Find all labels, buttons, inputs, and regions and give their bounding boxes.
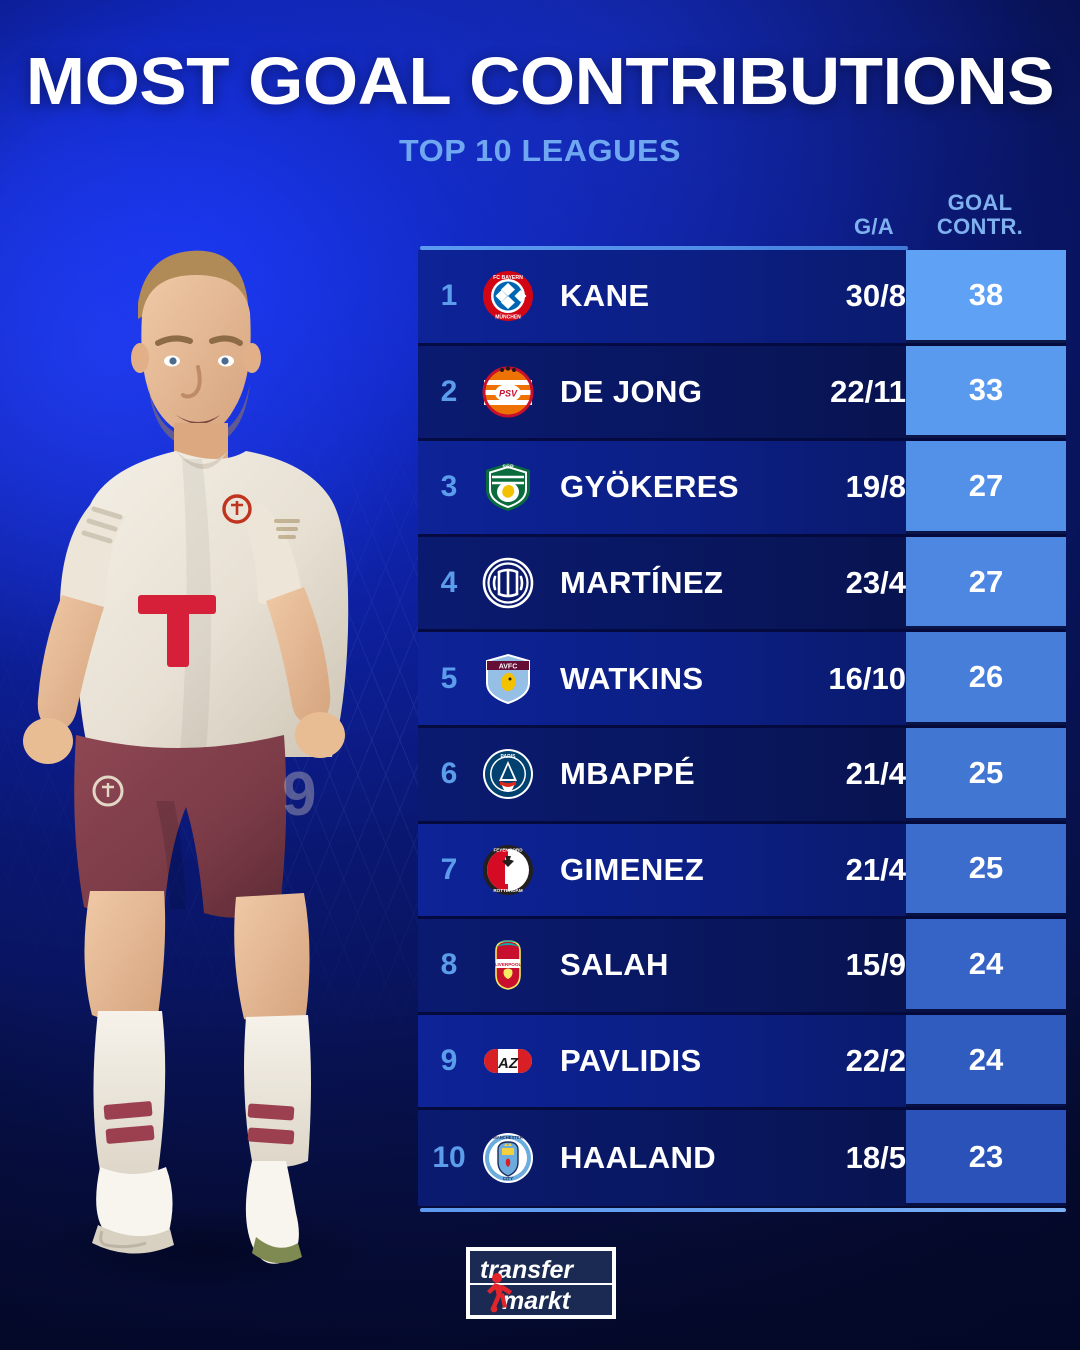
transfermarkt-logo: transfer markt [466, 1247, 616, 1319]
svg-text:AZ: AZ [497, 1055, 519, 1072]
row-left-section: 2 PSV DE JONG [418, 345, 906, 439]
rank-number: 7 [440, 852, 458, 886]
svg-text:MÜNCHEN: MÜNCHEN [495, 314, 521, 321]
psg-crest: PARIS [480, 746, 536, 802]
row-left-section: 4 MARTÍNEZ [418, 536, 906, 630]
row-left-section: 7 FEYENOORD ROTTERDAM GIMENEZ [418, 823, 906, 917]
player-name: HAALAND [560, 1140, 717, 1176]
player-name: SALAH [560, 947, 669, 983]
table-row[interactable]: 8 LIVERPOOL SALAH 15/9 24 [418, 919, 1066, 1015]
rank-number: 8 [440, 948, 458, 982]
column-header-gc-line2: CONTR. [936, 214, 1024, 240]
goal-contributions-value: 24 [906, 1014, 1066, 1108]
goals-assists-value: 30/8 [845, 278, 906, 314]
table-row[interactable]: 2 PSV DE JONG 22/11 33 [418, 345, 1066, 442]
goal-contributions-value: 33 [906, 345, 1066, 439]
row-left-section: 10 MANCHESTER CITY HAALAND [418, 1110, 906, 1206]
goals-assists-value: 16/10 [828, 660, 906, 696]
svg-text:ROTTERDAM: ROTTERDAM [493, 888, 523, 893]
column-header-gc-line1: GOAL [947, 189, 1013, 215]
row-left-section: 9 AZ PAVLIDIS [418, 1014, 906, 1108]
player-name: MARTÍNEZ [560, 565, 724, 601]
page-title: MOST GOAL CONTRIBUTIONS [25, 44, 1055, 119]
player-name: DE JONG [560, 373, 703, 409]
svg-text:markt: markt [502, 1287, 572, 1315]
row-left-section: 5 AVFC WATKINS [418, 632, 906, 725]
header: MOST GOAL CONTRIBUTIONS TOP 10 LEAGUES [0, 0, 1080, 169]
goals-assists-value: 15/9 [845, 947, 906, 983]
table-bottom-rule [420, 1207, 1066, 1212]
row-left-section: 1 FC BAYERN MÜNCHEN KANE [418, 250, 906, 343]
player-name: WATKINS [560, 660, 704, 696]
player-name: KANE [560, 278, 650, 314]
table-row[interactable]: 6 PARIS MBAPPÉ 21/4 25 [418, 727, 1066, 824]
goals-assists-value: 19/8 [845, 469, 906, 505]
table-row[interactable]: 4 MARTÍNEZ 23/4 27 [418, 536, 1066, 633]
goal-contributions-value: 27 [906, 536, 1066, 630]
svg-text:MANCHESTER: MANCHESTER [493, 1135, 523, 1140]
rank-number: 10 [432, 1141, 466, 1175]
goal-contributions-value: 26 [906, 632, 1066, 725]
goals-assists-value: 22/2 [845, 1043, 906, 1079]
goals-assists-value: 18/5 [845, 1140, 906, 1176]
table-row[interactable]: 1 FC BAYERN MÜNCHEN KANE 30/8 38 [418, 250, 1066, 346]
feyenoord-crest: FEYENOORD ROTTERDAM [480, 842, 536, 898]
leaderboard-table: G/A GOAL CONTR. 1 FC BAYERN MÜNCHEN KANE 30/… [418, 168, 1066, 1212]
svg-text:9: 9 [282, 760, 316, 829]
svg-text:PSV: PSV [499, 388, 518, 398]
rank-number: 4 [440, 566, 458, 600]
rank-number: 2 [440, 374, 458, 408]
inter-milan-crest [480, 555, 536, 611]
goal-contributions-value: 25 [906, 823, 1066, 917]
player-name: GYÖKERES [560, 469, 739, 505]
table-row[interactable]: 7 FEYENOORD ROTTERDAM GIMENEZ 21/4 25 [418, 823, 1066, 920]
row-left-section: 3 SCP GYÖKERES [418, 441, 906, 534]
column-header-goal-contributions: GOAL CONTR. [906, 189, 1054, 240]
svg-text:FEYENOORD: FEYENOORD [493, 847, 523, 852]
svg-text:CITY: CITY [503, 1176, 513, 1181]
player-name: PAVLIDIS [560, 1043, 702, 1079]
player-name: GIMENEZ [560, 851, 705, 887]
player-name: MBAPPÉ [560, 756, 696, 792]
svg-text:LIVERPOOL: LIVERPOOL [495, 962, 522, 967]
svg-text:PARIS: PARIS [501, 754, 517, 760]
manchester-city-crest: MANCHESTER CITY [480, 1130, 536, 1186]
table-row[interactable]: 3 SCP GYÖKERES 19/8 27 [418, 441, 1066, 537]
goals-assists-value: 23/4 [845, 565, 906, 601]
column-header-ga: G/A [853, 214, 894, 239]
az-alkmaar-crest: AZ [480, 1033, 536, 1089]
table-column-headers: G/A GOAL CONTR. [418, 168, 1066, 246]
goals-assists-value: 21/4 [845, 756, 906, 792]
aston-villa-crest: AVFC [480, 651, 536, 707]
goals-assists-value: 22/11 [830, 373, 906, 409]
rank-number: 9 [440, 1044, 458, 1078]
table-top-rule [420, 246, 908, 250]
table-row[interactable]: 5 AVFC WATKINS 16/10 26 [418, 632, 1066, 728]
sporting-cp-crest: SCP [480, 459, 536, 515]
row-left-section: 6 PARIS MBAPPÉ [418, 727, 906, 821]
table-body: 1 FC BAYERN MÜNCHEN KANE 30/8 38 2 PSV DE JONG 22… [418, 250, 1066, 1206]
table-row[interactable]: 10 MANCHESTER CITY HAALAND 18/5 23 [418, 1110, 1066, 1206]
goal-contributions-value: 38 [906, 250, 1066, 343]
goal-contributions-value: 23 [906, 1110, 1066, 1206]
goal-contributions-value: 25 [906, 727, 1066, 821]
rank-number: 3 [440, 470, 458, 504]
bayern-munich-crest: FC BAYERN MÜNCHEN [480, 268, 536, 324]
goal-contributions-value: 24 [906, 919, 1066, 1012]
rank-number: 6 [440, 757, 458, 791]
table-row[interactable]: 9 AZ PAVLIDIS 22/2 24 [418, 1014, 1066, 1111]
svg-text:SCP: SCP [502, 465, 514, 471]
rank-number: 5 [440, 661, 458, 695]
rank-number: 1 [440, 279, 458, 313]
goals-assists-value: 21/4 [845, 851, 906, 887]
goal-contributions-value: 27 [906, 441, 1066, 534]
page-subtitle: TOP 10 LEAGUES [398, 133, 682, 168]
svg-text:AVFC: AVFC [499, 663, 518, 670]
row-left-section: 8 LIVERPOOL SALAH [418, 919, 906, 1012]
psv-crest: PSV [480, 364, 536, 420]
liverpool-crest: LIVERPOOL [480, 937, 536, 993]
svg-text:FC BAYERN: FC BAYERN [493, 275, 523, 281]
harry-kane-photo: 9 [0, 175, 460, 1310]
